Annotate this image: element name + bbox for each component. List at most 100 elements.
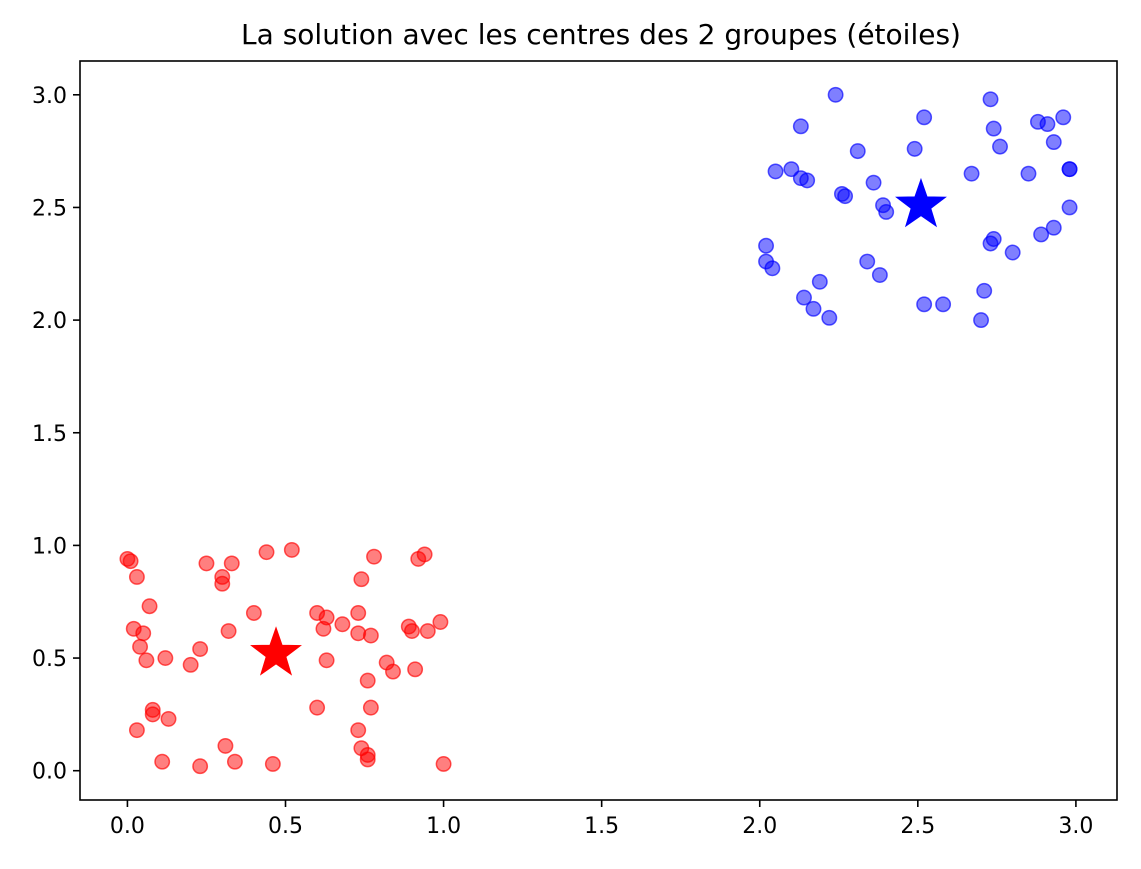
data-point [973,312,989,329]
y-tick-label: 0.5 [32,647,67,672]
data-point [223,555,240,572]
data-point [350,722,367,739]
x-tick-label: 0.0 [110,814,145,839]
data-point [283,541,300,558]
data-point [805,300,822,317]
data-point [432,614,449,630]
data-point [1020,165,1037,182]
data-point [350,605,367,621]
data-point [821,309,838,326]
data-point [1004,244,1021,261]
data-point [141,598,158,615]
data-point [122,553,139,570]
data-point [811,273,828,290]
data-point [318,609,335,626]
data-point [138,652,155,669]
data-point [435,756,452,772]
y-tick-label: 3.0 [32,84,67,109]
data-point [154,753,171,770]
data-point [160,710,177,727]
plot-frame [79,60,1118,801]
data-point [1061,199,1078,216]
data-point [226,753,243,770]
x-tick-label: 2.0 [742,814,777,839]
data-point [359,672,376,689]
data-point [1039,116,1056,133]
data-point [799,172,816,189]
data-point [935,296,952,313]
data-point [353,571,370,588]
data-point [758,237,775,254]
data-point [198,555,215,572]
data-point [865,174,882,191]
chart-title: La solution avec les centres des 2 group… [241,18,961,51]
data-point [128,569,145,585]
y-tick-label: 0.0 [32,760,67,785]
data-point [416,546,433,563]
y-tick-label: 2.5 [32,196,67,221]
data-point [827,86,844,103]
data-point [963,165,980,182]
data-point [245,605,262,621]
cluster-center-star [895,177,947,228]
data-point [144,706,161,723]
y-tick-label: 2.0 [32,309,67,334]
plot-area [119,86,1078,775]
data-point [385,663,401,680]
data-point [359,751,376,768]
data-point [309,699,326,716]
y-tick-label: 1.5 [32,422,67,447]
data-point [220,623,237,639]
data-point [362,627,379,644]
data-point [217,737,234,754]
data-point [767,163,784,180]
data-point [362,699,379,716]
data-point [1055,109,1072,126]
data-point [906,140,923,157]
data-point [366,548,382,565]
data-point [871,267,888,283]
data-point [792,118,809,135]
data-point [992,138,1008,155]
data-point [419,623,436,639]
data-point [264,756,281,772]
data-point [1045,134,1062,151]
data-point [982,91,999,108]
data-point [796,289,812,306]
axes: 0.0 0.5 1.0 1.5 2.0 2.5 3.0 0.0 0.5 1.0 1.5 2.0 2.5 3… [32,60,1118,839]
data-point [976,282,993,299]
data-point [916,296,933,313]
data-point [849,143,866,160]
data-point [128,722,145,739]
data-point [985,120,1002,137]
x-tick-label: 1.0 [426,814,461,839]
data-point [764,260,781,277]
x-tick-label: 3.0 [1058,814,1093,839]
data-point [157,650,174,667]
data-point [135,625,152,642]
data-point [214,575,231,592]
data-point [334,616,351,633]
x-tick-label: 2.5 [900,814,935,839]
data-point [404,623,420,639]
data-point [192,758,209,775]
data-point [985,231,1002,247]
data-point [132,638,149,655]
data-point [192,641,209,657]
data-point [1045,219,1062,236]
data-point [258,544,275,561]
data-point [837,188,854,205]
data-point [182,656,199,673]
data-point [783,161,800,178]
x-tick-label: 0.5 [268,814,303,839]
data-point [1033,226,1050,243]
data-point [859,253,876,270]
x-tick-label: 1.5 [584,814,619,839]
data-point [878,204,895,220]
y-tick-label: 1.0 [32,534,67,559]
data-point [407,661,424,678]
cluster-center-star [250,626,302,676]
data-point [318,652,335,669]
